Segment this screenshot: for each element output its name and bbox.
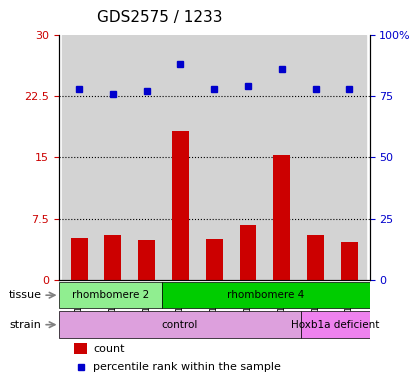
Text: GDS2575 / 1233: GDS2575 / 1233 [97,10,222,25]
Text: strain: strain [10,320,42,330]
Bar [74,343,87,354]
Bar [71,238,87,280]
Bar [130,35,163,280]
Bar [197,35,231,280]
Bar [341,242,358,280]
Bar [273,155,290,280]
Bar [239,225,257,280]
Bar [105,235,121,280]
Bar [163,35,197,280]
Text: rhombomere 4: rhombomere 4 [227,290,304,300]
Text: rhombomere 2: rhombomere 2 [72,290,149,300]
Text: tissue: tissue [8,290,42,300]
Bar [231,35,265,280]
Bar [299,35,333,280]
Text: control: control [161,320,198,330]
Bar [172,131,189,280]
Bar [62,35,96,280]
FancyBboxPatch shape [59,311,301,338]
Text: Hoxb1a deficient: Hoxb1a deficient [291,320,379,330]
Bar [206,238,223,280]
Bar [138,240,155,280]
Bar [96,35,130,280]
Bar [265,35,299,280]
FancyBboxPatch shape [59,282,163,308]
Text: percentile rank within the sample: percentile rank within the sample [93,362,281,372]
FancyBboxPatch shape [163,282,370,308]
Text: count: count [93,344,124,354]
Bar [333,35,366,280]
FancyBboxPatch shape [301,311,370,338]
Bar [307,235,324,280]
